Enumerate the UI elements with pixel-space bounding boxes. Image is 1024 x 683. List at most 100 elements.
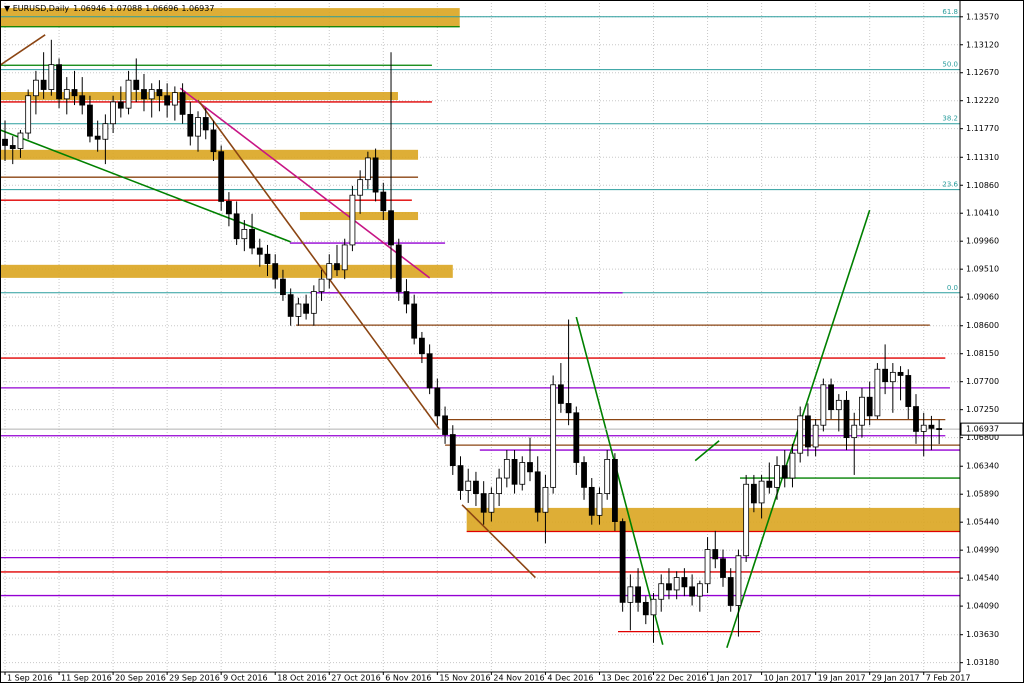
candle-body [612,458,618,522]
candle-body [364,157,371,181]
candle-body [357,179,364,196]
high: 1.07088 [109,4,142,13]
candle-body [604,458,611,494]
candle-body [704,549,711,585]
x-tick-label: 11 Sep 2016 [61,674,112,683]
y-tick-label: 1.11310 [966,153,999,162]
y-tick-label: 1.04540 [966,574,999,583]
x-tick-label: 10 Jan 2017 [764,674,812,683]
candle-body [820,384,827,426]
symbol: EURUSD,Daily [13,4,70,13]
trend-line [179,87,431,279]
candle-body [148,89,155,100]
y-tick-label: 1.06800 [966,433,999,442]
candle-body [9,145,16,149]
candle-body [287,294,294,317]
candle-body [689,586,696,597]
candle-body [449,434,456,467]
zone [0,264,453,278]
x-tick-label: 1 Sep 2016 [7,674,53,683]
candle-body [866,396,873,417]
candle-body [511,458,518,485]
candle-body [812,424,819,448]
y-tick-label: 1.10410 [966,209,999,218]
candle-body [642,601,649,616]
candle-body [897,371,904,376]
candle-body [40,79,47,90]
candle-body [527,462,533,473]
candle-body [797,415,804,454]
candle-body [658,583,665,600]
y-tick-label: 1.09510 [966,265,999,274]
zone [0,92,398,101]
price-marker [960,422,1024,436]
candle-body [179,92,186,115]
candle-body [195,117,201,137]
candle-body [619,521,626,603]
candle-body [419,337,425,355]
y-tick-label: 1.09060 [966,293,999,302]
candle-body [117,101,124,109]
y-tick-label: 1.09960 [966,237,999,246]
candle-body [727,577,734,606]
y-tick-label: 1.05440 [966,518,999,527]
candle-body [465,480,472,491]
candle-body [125,79,132,109]
x-tick-label: 22 Dec 2016 [656,674,707,683]
price-marker-label: 1.06937 [966,425,999,434]
x-tick-label: 18 Oct 2016 [277,674,326,683]
candle-body [573,412,580,463]
candle-body [673,577,680,591]
candle-body [534,471,541,513]
y-tick-label: 1.04990 [966,546,999,555]
candle-body [156,89,163,97]
candle-body [843,399,850,439]
y-tick-label: 1.12670 [966,68,999,77]
candle-body [550,384,557,488]
candle-body [202,117,209,131]
x-tick-label: 4 Dec 2016 [547,674,593,683]
x-tick-label: 1 Jan 2017 [710,674,753,683]
candle-body [303,303,310,314]
trend-line [197,99,441,431]
y-tick-label: 1.12220 [966,96,999,105]
close: 1.06937 [181,4,214,13]
candle-body [403,291,410,305]
candle-body [110,101,117,125]
candle-body [735,555,742,606]
candle-body [480,493,487,513]
candle-body [249,228,255,249]
candle-body [905,375,912,407]
candle-body [503,458,510,479]
x-tick-label: 24 Nov 2016 [493,674,544,683]
candle-body [310,291,317,314]
candle-body [272,263,279,280]
candle-body [241,228,248,240]
y-tick-label: 1.06340 [966,462,999,471]
candle-body [774,465,780,488]
candle-body [442,415,448,435]
y-tick-label: 1.08600 [966,321,999,330]
candle-body [627,586,634,603]
trend-line [694,440,720,462]
candle-body [264,253,271,264]
candle-body [187,113,194,137]
candle-body [349,194,356,246]
candle-body [666,583,672,591]
y-tick-label: 1.05890 [966,490,999,499]
low: 1.06696 [145,4,178,13]
candle-body [473,480,479,494]
candle-body [557,384,564,404]
candle-body [488,493,495,513]
zone [0,149,419,160]
candle-body [851,424,858,439]
candle-body [650,598,657,616]
zone [299,211,419,221]
candle-body [635,586,641,603]
candle-body [457,465,464,491]
fib-label: 38.2 [942,115,958,123]
candle-body [426,353,433,389]
candle-body [519,462,526,485]
x-tick-label: 6 Nov 2016 [385,674,431,683]
